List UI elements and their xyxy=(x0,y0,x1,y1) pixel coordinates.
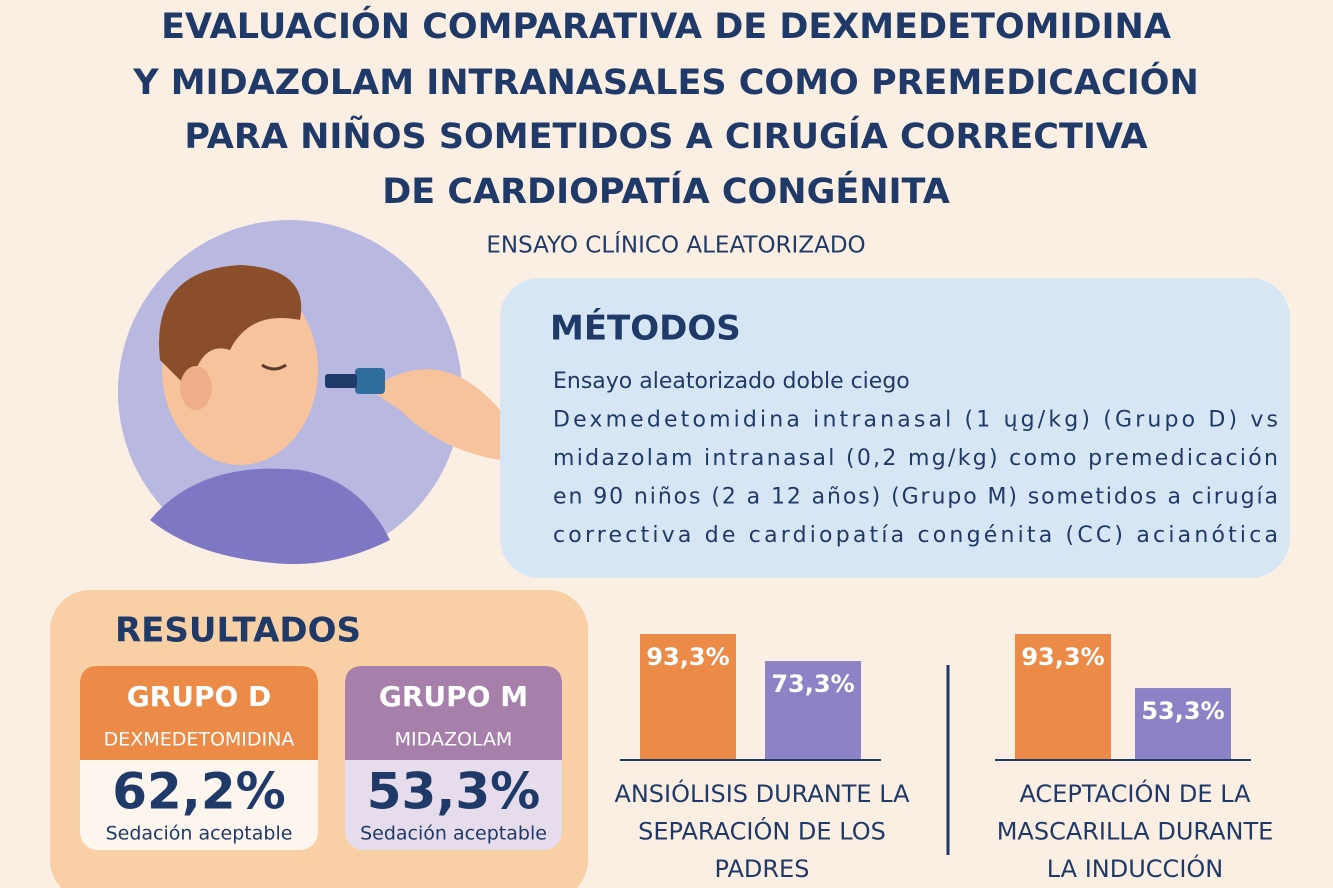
group-value: 53,3% xyxy=(367,763,540,821)
bar-caption: LA INDUCCIÓN xyxy=(1047,853,1223,883)
group-note: Sedación aceptable xyxy=(106,823,293,845)
bar-caption: PADRES xyxy=(715,855,810,883)
group-name: GRUPO D xyxy=(127,680,272,713)
bar xyxy=(1015,634,1111,760)
bar-caption: ACEPTACIÓN DE LA xyxy=(1019,778,1251,808)
bar xyxy=(640,634,736,760)
bar xyxy=(1135,688,1231,760)
group-value: 62,2% xyxy=(112,763,285,821)
illustration xyxy=(118,220,500,565)
group-note: Sedación aceptable xyxy=(360,823,547,845)
bar xyxy=(765,661,861,760)
methods-heading: MÉTODOS xyxy=(550,308,741,349)
bar-caption: ANSIÓLISIS DURANTE LA xyxy=(614,778,910,808)
group-name: GRUPO M xyxy=(379,680,528,713)
group-drug: MIDAZOLAM xyxy=(395,729,513,751)
bar-label: 73,3% xyxy=(771,670,854,698)
group-header xyxy=(80,666,318,760)
methods-box xyxy=(500,278,1290,578)
methods-line: midazolam intranasal (0,2 mg/kg) como pr… xyxy=(553,446,1278,471)
methods-line: en 90 niños (2 a 12 años) (Grupo M) some… xyxy=(553,485,1278,510)
subtitle: ENSAYO CLÍNICO ALEATORIZADO xyxy=(486,231,865,259)
bar-caption: MASCARILLA DURANTE xyxy=(997,818,1274,846)
bar-label: 93,3% xyxy=(646,643,729,671)
bar-label: 53,3% xyxy=(1141,697,1224,725)
methods-line: Ensayo aleatorizado doble ciego xyxy=(553,369,910,394)
results-heading: RESULTADOS xyxy=(115,611,361,651)
bar-label: 93,3% xyxy=(1021,643,1104,671)
group-header xyxy=(345,666,562,760)
title-line: DE CARDIOPATÍA CONGÉNITA xyxy=(382,170,950,212)
title-line: PARA NIÑOS SOMETIDOS A CIRUGÍA CORRECTIV… xyxy=(184,115,1147,157)
group-drug: DEXMEDETOMIDINA xyxy=(104,729,295,751)
methods-line: Dexmedetomidina intranasal (1 ųg/kg) (Gr… xyxy=(553,408,1278,433)
bar-caption: SEPARACIÓN DE LOS xyxy=(638,816,886,846)
title-line: EVALUACIÓN COMPARATIVA DE DEXMEDETOMIDIN… xyxy=(161,5,1171,47)
title-line: Y MIDAZOLAM INTRANASALES COMO PREMEDICAC… xyxy=(132,61,1199,103)
